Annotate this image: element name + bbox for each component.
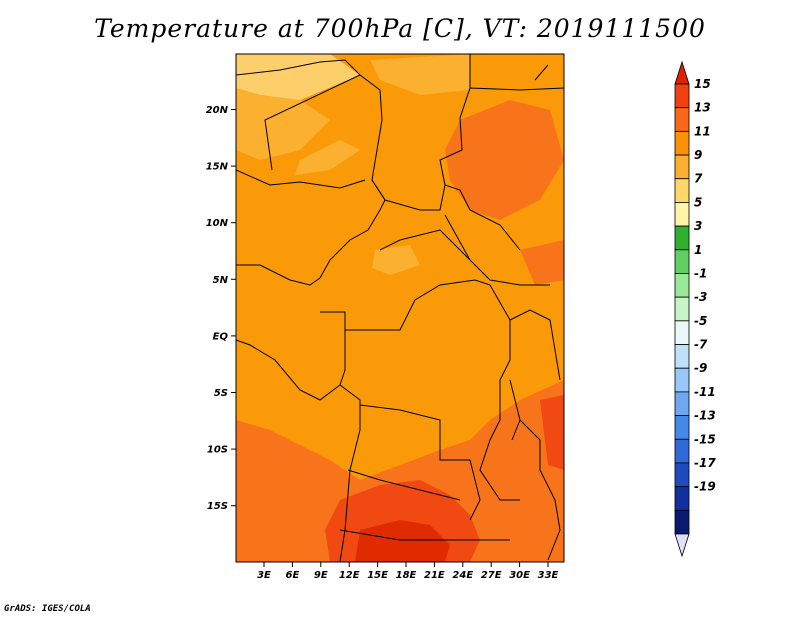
colorbar-swatch bbox=[674, 107, 690, 132]
map-frame bbox=[235, 53, 565, 563]
colorbar-swatch bbox=[674, 320, 690, 345]
map-title: Temperature at 700hPa [C], VT: 201911150… bbox=[94, 14, 706, 43]
colorbar-swatch bbox=[674, 130, 690, 156]
country-borders bbox=[236, 54, 564, 562]
colorbar-swatch bbox=[674, 178, 690, 203]
lat-tick-label: EQ bbox=[213, 331, 229, 342]
lat-tick-label: 15S bbox=[207, 501, 228, 512]
warm-streak-2 bbox=[372, 245, 420, 275]
warm-blob-north bbox=[370, 54, 470, 95]
colorbar-label: 15 bbox=[694, 77, 711, 91]
colorbar-swatch bbox=[674, 344, 690, 369]
longitude-axis: 3E 6E 9E 12E 15E 18E 21E 24E 27E 30E 33E bbox=[257, 562, 559, 581]
lat-tick-label: 20N bbox=[206, 105, 229, 116]
lon-tick-label: 27E bbox=[481, 570, 502, 581]
colorbar-label: 5 bbox=[694, 195, 702, 209]
colorbar-swatch bbox=[674, 296, 690, 322]
colorbar-swatch bbox=[674, 486, 690, 511]
lat-tick-label: 5N bbox=[213, 275, 229, 286]
colorbar-label: -13 bbox=[694, 409, 716, 423]
lat-tick-label: 5S bbox=[214, 388, 228, 399]
colorbar-label: 11 bbox=[694, 124, 711, 138]
lon-tick-label: 33E bbox=[538, 570, 559, 581]
colorbar-swatch bbox=[674, 273, 690, 298]
hot-region-east bbox=[520, 240, 564, 285]
colorbar-label: -7 bbox=[694, 338, 708, 352]
lat-tick-label: 10N bbox=[206, 218, 229, 229]
colorbar-label: 9 bbox=[694, 148, 702, 162]
warm-region-north bbox=[236, 88, 330, 160]
colorbar-swatch bbox=[674, 391, 690, 416]
lon-tick-label: 12E bbox=[339, 570, 360, 581]
colorbar-swatch bbox=[674, 249, 690, 274]
latitude-axis: 20N 15N 10N 5N EQ 5S 10S 15S bbox=[206, 105, 236, 512]
colorbar-bottom-triangle bbox=[674, 533, 690, 558]
credit-text: GrADS: IGES/COLA bbox=[4, 604, 91, 614]
colorbar-label: -19 bbox=[694, 480, 716, 494]
colorbar-label: -1 bbox=[694, 266, 707, 280]
colorbar-swatch bbox=[674, 225, 690, 251]
temperature-field bbox=[236, 54, 564, 562]
lon-tick-label: 9E bbox=[314, 570, 328, 581]
lon-tick-label: 15E bbox=[367, 570, 388, 581]
colorbar-swatch bbox=[674, 415, 690, 440]
colorbar: 15 13 11 9 7 5 3 1 -1 -3 -5 -7 -9 -11 -13 -15 -17 -19 bbox=[674, 60, 716, 558]
hot-streak-east bbox=[540, 395, 564, 470]
colorbar-label: -17 bbox=[694, 456, 716, 470]
lon-tick-label: 24E bbox=[452, 570, 473, 581]
colorbar-label: 1 bbox=[694, 243, 702, 257]
colorbar-swatch bbox=[674, 438, 690, 464]
lon-tick-label: 18E bbox=[396, 570, 417, 581]
hottest-region-south bbox=[355, 520, 450, 562]
colorbar-label: 7 bbox=[694, 172, 703, 186]
colorbar-label: 3 bbox=[694, 219, 702, 233]
colorbar-swatch bbox=[674, 202, 690, 227]
warm-streak bbox=[295, 140, 360, 175]
lon-tick-label: 6E bbox=[286, 570, 300, 581]
warm-light-region-north bbox=[236, 54, 360, 100]
lon-tick-label: 21E bbox=[424, 570, 445, 581]
colorbar-swatch bbox=[674, 509, 690, 535]
colorbar-label: -9 bbox=[694, 361, 707, 375]
lat-tick-label: 10S bbox=[207, 445, 228, 456]
colorbar-swatch bbox=[674, 367, 690, 393]
colorbar-label: -3 bbox=[694, 290, 707, 304]
hot-region-northeast bbox=[445, 100, 564, 220]
colorbar-swatch bbox=[674, 462, 690, 488]
colorbar-label: -15 bbox=[694, 432, 716, 446]
colorbar-top-triangle bbox=[674, 60, 690, 85]
colorbar-label: 13 bbox=[694, 101, 711, 115]
lon-tick-label: 30E bbox=[509, 570, 530, 581]
lat-tick-label: 15N bbox=[206, 162, 229, 173]
colorbar-label: -5 bbox=[694, 314, 707, 328]
colorbar-swatch bbox=[674, 154, 690, 180]
colorbar-label: -11 bbox=[694, 385, 716, 399]
colorbar-swatch bbox=[674, 83, 690, 109]
lon-tick-label: 3E bbox=[257, 570, 271, 581]
hot-region-southwest bbox=[236, 380, 564, 562]
